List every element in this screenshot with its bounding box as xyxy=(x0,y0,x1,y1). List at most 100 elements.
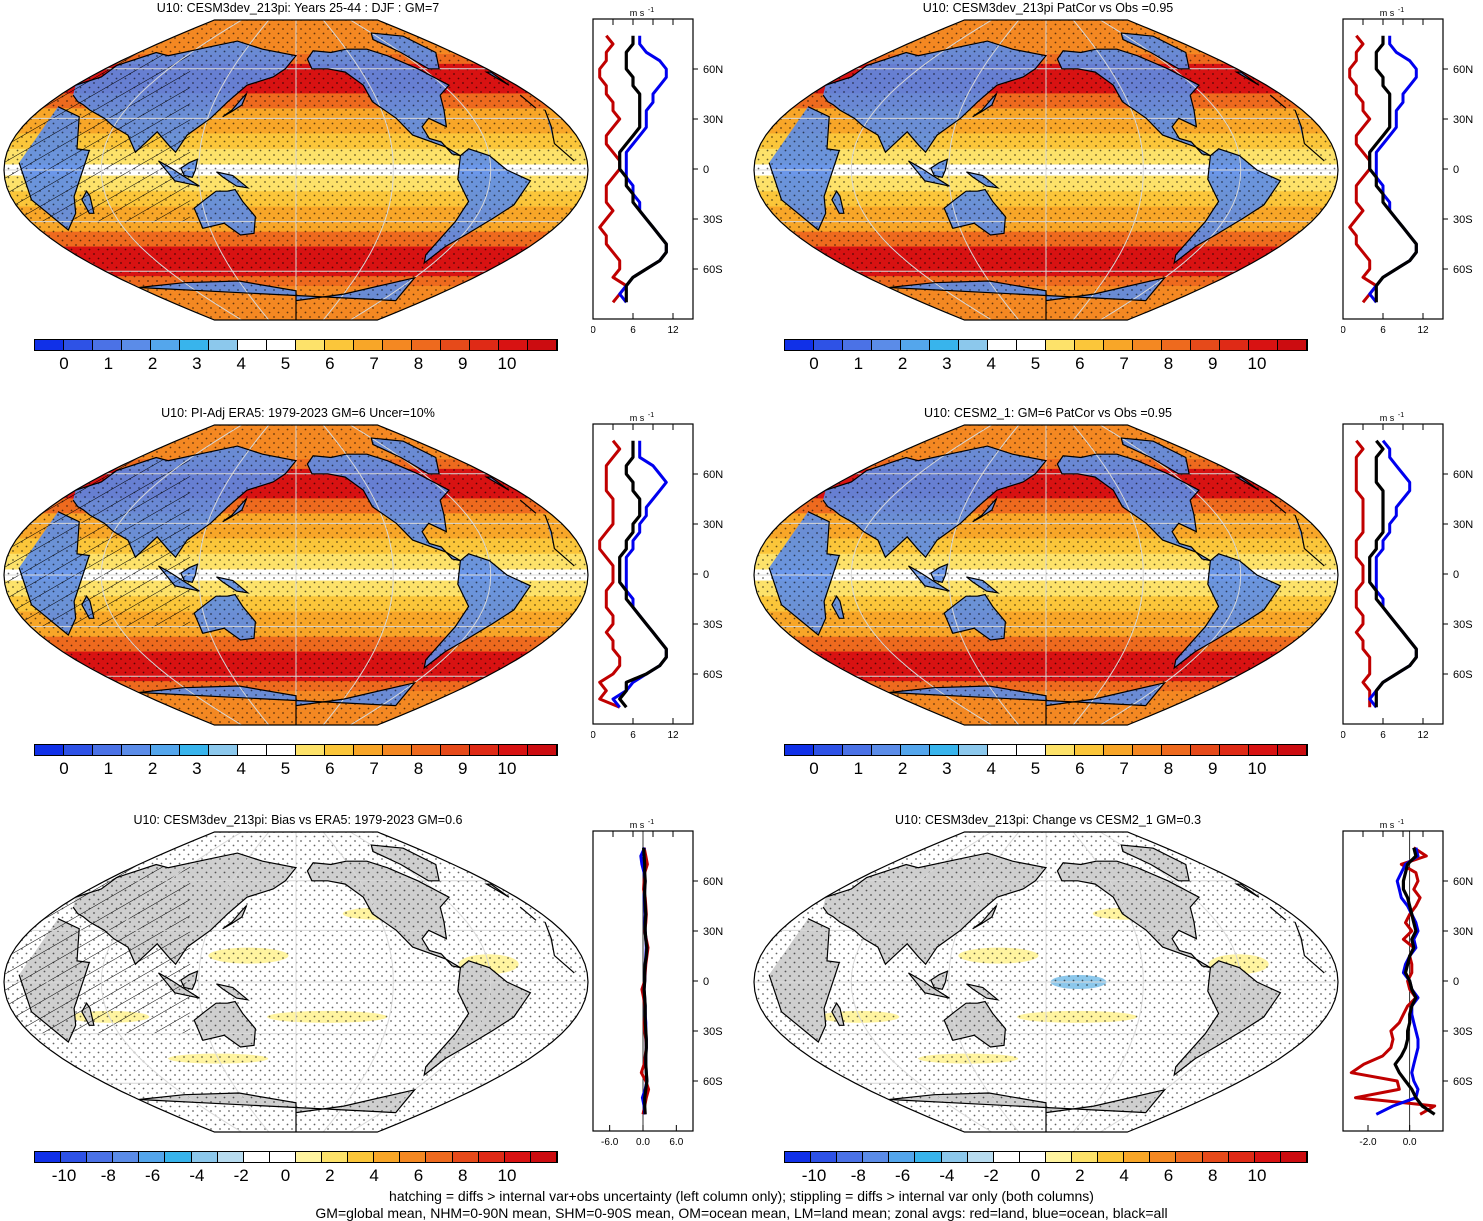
zonal-unit-label: m s xyxy=(630,413,645,423)
zonal-unit-label: m s xyxy=(630,8,645,18)
zonal-lat-tick-label: 30N xyxy=(703,926,723,938)
colorbar-tick-label: -8 xyxy=(100,1166,116,1185)
colorbar-tick-label: 0 xyxy=(280,1166,291,1185)
colorbar-swatch xyxy=(470,340,499,350)
zonal-lat-tick-label: 60S xyxy=(1453,669,1473,681)
footer-legend-line-2: GM=global mean, NHM=0-90N mean, SHM=0-90… xyxy=(315,1205,1168,1221)
zonal-all-line xyxy=(618,35,668,303)
zonal-unit-label: m s xyxy=(1380,8,1395,18)
world-map xyxy=(753,831,1339,1133)
colorbar-tick-label: 9 xyxy=(1207,759,1218,778)
colorbar-swatch xyxy=(1162,745,1191,755)
zonal-lat-tick-label: 30S xyxy=(1453,214,1473,226)
colorbar-tick-label: 2 xyxy=(1075,1166,1085,1185)
colorbar-swatch xyxy=(959,745,988,755)
colorbar-tick-label: -8 xyxy=(850,1166,866,1185)
colorbar-swatch xyxy=(238,340,267,350)
colorbar-swatch xyxy=(1220,340,1249,350)
colorbar-swatch xyxy=(1162,340,1191,350)
colorbar-swatch xyxy=(238,745,267,755)
colorbar-swatch xyxy=(180,745,209,755)
panel-title: U10: PI-Adj ERA5: 1979-2023 GM=6 Uncer=1… xyxy=(161,406,435,420)
colorbar-tick-label: -2 xyxy=(983,1166,999,1185)
colorbar-swatch xyxy=(122,745,151,755)
colorbar-swatch xyxy=(383,745,412,755)
colorbar-swatch xyxy=(35,1152,62,1162)
colorbar-swatch xyxy=(470,745,499,755)
colorbar-tick-label: 3 xyxy=(192,354,202,373)
colorbar-swatch xyxy=(441,745,470,755)
colorbar-swatch xyxy=(959,340,988,350)
colorbar-swatch xyxy=(35,340,64,350)
colorbar-tick-labels: 0 1 2 3 4 5 6 7 8 9 10 xyxy=(34,354,558,376)
zonal-lat-tick-label: 60S xyxy=(703,1076,723,1088)
colorbar-swatch xyxy=(1150,1152,1177,1162)
colorbar-swatch xyxy=(785,745,814,755)
colorbar-tick-label: 6 xyxy=(1075,759,1085,778)
panel-title: U10: CESM3dev_213pi PatCor vs Obs =0.95 xyxy=(922,1,1174,15)
colorbar-tick-label: -4 xyxy=(939,1166,955,1185)
colorbar-tick-label: 9 xyxy=(457,354,468,373)
colorbar-tick-label: -6 xyxy=(895,1166,911,1185)
colorbar-tick-label: 2 xyxy=(897,759,908,778)
colorbar-swatch xyxy=(348,1152,375,1162)
colorbar-swatch xyxy=(478,1152,505,1162)
colorbar-swatch xyxy=(325,745,354,755)
colorbar-swatch xyxy=(139,1152,166,1162)
colorbar-swatch xyxy=(296,745,325,755)
colorbar-swatch xyxy=(87,1152,114,1162)
zonal-unit-sup: -1 xyxy=(1398,412,1404,419)
zonal-all-line xyxy=(1368,35,1418,303)
world-map xyxy=(3,19,589,321)
zonal-unit-label: m s xyxy=(630,820,645,830)
colorbar-swatch xyxy=(412,340,441,350)
colorbar-tick-label: 6 xyxy=(1075,354,1085,373)
zonal-x-tick-label: 0 xyxy=(1341,730,1346,741)
colorbar-swatch xyxy=(269,1152,296,1162)
colorbar-tick-label: -10 xyxy=(51,1166,77,1185)
colorbar-tick-label: 3 xyxy=(192,759,202,778)
colorbar-swatch xyxy=(1075,340,1104,350)
colorbar-swatch xyxy=(295,1152,323,1162)
zonal-lat-tick-label: 30S xyxy=(1453,619,1473,631)
colorbar-swatch xyxy=(325,340,354,350)
zonal-lat-tick-label: 60S xyxy=(703,669,723,681)
zonal-x-tick-label: 12 xyxy=(1417,325,1429,336)
zonal-lat-tick-label: 0 xyxy=(1453,569,1459,581)
colorbar-tick-label: 10 xyxy=(497,354,517,373)
colorbar-swatch xyxy=(1017,340,1046,350)
colorbar-tick-label: 10 xyxy=(1247,1166,1267,1185)
zonal-unit-label: m s xyxy=(1380,820,1395,830)
colorbar-swatch xyxy=(1254,1152,1281,1162)
colorbar-swatch xyxy=(180,340,209,350)
colorbar-swatch xyxy=(499,745,528,755)
colorbar-swatch xyxy=(151,340,180,350)
zonal-x-tick-label: 6 xyxy=(630,730,636,741)
colorbar-tick-labels: -10 -8 -6 -4 -2 0 2 4 6 8 10 xyxy=(34,1166,558,1188)
colorbar-swatch xyxy=(901,745,930,755)
colorbar-tick-label: 9 xyxy=(1207,354,1218,373)
colorbar xyxy=(784,744,1308,756)
colorbar-swatch xyxy=(1249,340,1278,350)
zonal-lat-tick-label: 60N xyxy=(1453,64,1473,76)
zonal-lat-tick-label: 30N xyxy=(1453,114,1473,126)
colorbar-tick-label: 5 xyxy=(280,354,291,373)
colorbar-swatch xyxy=(191,1152,218,1162)
colorbar-swatch xyxy=(930,745,959,755)
colorbar-tick-label: 8 xyxy=(1207,1166,1218,1185)
colorbar xyxy=(784,1151,1308,1163)
colorbar-tick-label: -2 xyxy=(233,1166,249,1185)
colorbar-swatch xyxy=(1098,1152,1125,1162)
colorbar-tick-label: 3 xyxy=(942,759,952,778)
colorbar-tick-label: 7 xyxy=(1119,759,1129,778)
colorbar-tick-label: 8 xyxy=(1163,354,1174,373)
colorbar xyxy=(34,744,558,756)
colorbar-swatch xyxy=(941,1152,968,1162)
colorbar-swatch xyxy=(1220,745,1249,755)
colorbar-swatch xyxy=(872,340,901,350)
colorbar-tick-label: 1 xyxy=(853,354,864,373)
panel-3: U10: PI-Adj ERA5: 1979-2023 GM=6 Uncer=1… xyxy=(0,405,740,805)
colorbar-tick-label: 4 xyxy=(1119,1166,1129,1185)
colorbar-swatch xyxy=(1133,745,1162,755)
colorbar-tick-labels: -10 -8 -6 -4 -2 0 2 4 6 8 10 xyxy=(784,1166,1308,1188)
